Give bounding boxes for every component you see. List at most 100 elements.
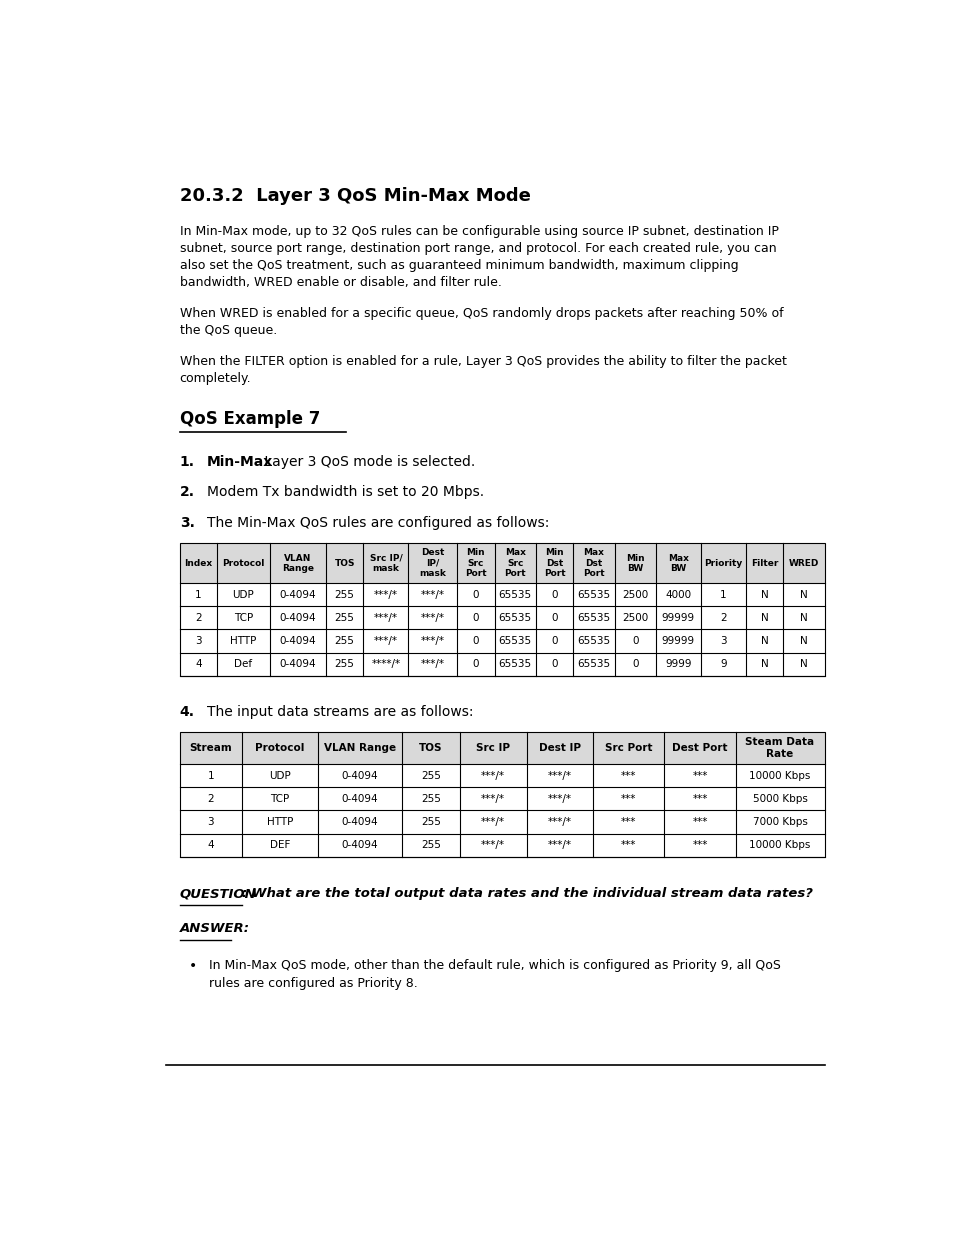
Text: 255: 255 <box>420 816 440 827</box>
Text: Dest Port: Dest Port <box>672 743 727 753</box>
Text: 1: 1 <box>195 590 201 600</box>
Text: 0: 0 <box>472 613 478 622</box>
Text: 0: 0 <box>472 636 478 646</box>
Text: When the FILTER option is enabled for a rule, Layer 3 QoS provides the ability t: When the FILTER option is enabled for a … <box>179 354 786 368</box>
Text: N: N <box>800 613 807 622</box>
Text: Dest IP: Dest IP <box>538 743 580 753</box>
Text: also set the QoS treatment, such as guaranteed minimum bandwidth, maximum clippi: also set the QoS treatment, such as guar… <box>179 259 738 272</box>
Text: ***/*: ***/* <box>547 816 571 827</box>
Text: Layer 3 QoS mode is selected.: Layer 3 QoS mode is selected. <box>260 454 475 468</box>
Text: 65535: 65535 <box>498 659 531 669</box>
Text: Dest
IP/
mask: Dest IP/ mask <box>419 548 446 578</box>
Text: DEF: DEF <box>270 840 290 850</box>
Text: Def: Def <box>234 659 253 669</box>
Text: 10000 Kbps: 10000 Kbps <box>748 771 810 781</box>
Text: 4: 4 <box>208 840 213 850</box>
Text: HTTP: HTTP <box>266 816 293 827</box>
Text: N: N <box>760 613 767 622</box>
Text: N: N <box>800 636 807 646</box>
Bar <box>179 732 823 764</box>
Text: 65535: 65535 <box>577 590 610 600</box>
Text: Priority: Priority <box>703 558 741 568</box>
Text: Protocol: Protocol <box>222 558 264 568</box>
Text: 2.: 2. <box>179 485 194 499</box>
Text: 255: 255 <box>335 636 355 646</box>
Text: 4000: 4000 <box>664 590 691 600</box>
Text: ***/*: ***/* <box>547 840 571 850</box>
Text: Max
Src
Port: Max Src Port <box>504 548 525 578</box>
Text: ***/*: ***/* <box>480 771 505 781</box>
Text: 5000 Kbps: 5000 Kbps <box>752 794 806 804</box>
Text: Min
Src
Port: Min Src Port <box>464 548 486 578</box>
Text: 255: 255 <box>335 613 355 622</box>
Text: bandwidth, WRED enable or disable, and filter rule.: bandwidth, WRED enable or disable, and f… <box>179 275 501 289</box>
Text: 3: 3 <box>208 816 213 827</box>
Text: 99999: 99999 <box>661 613 694 622</box>
Text: ***: *** <box>692 771 707 781</box>
Text: 99999: 99999 <box>661 636 694 646</box>
Text: QUESTION: QUESTION <box>179 888 256 900</box>
Text: 20.3.2  Layer 3 QoS Min-Max Mode: 20.3.2 Layer 3 QoS Min-Max Mode <box>179 186 530 205</box>
Text: ***/*: ***/* <box>480 794 505 804</box>
Text: : What are the total output data rates and the individual stream data rates?: : What are the total output data rates a… <box>241 888 812 900</box>
Text: 65535: 65535 <box>498 636 531 646</box>
Text: 9: 9 <box>720 659 726 669</box>
Text: rules are configured as Priority 8.: rules are configured as Priority 8. <box>209 977 417 989</box>
Text: ***/*: ***/* <box>420 613 444 622</box>
Text: 65535: 65535 <box>577 613 610 622</box>
Text: 65535: 65535 <box>577 659 610 669</box>
Text: 4.: 4. <box>179 705 194 719</box>
Text: In Min-Max mode, up to 32 QoS rules can be configurable using source IP subnet, : In Min-Max mode, up to 32 QoS rules can … <box>179 225 778 238</box>
Text: QoS Example 7: QoS Example 7 <box>179 410 320 429</box>
Text: N: N <box>760 590 767 600</box>
Text: Steam Data
Rate: Steam Data Rate <box>744 737 814 758</box>
Text: 3: 3 <box>720 636 726 646</box>
Bar <box>179 732 823 857</box>
Text: ***/*: ***/* <box>480 840 505 850</box>
Text: 2500: 2500 <box>621 613 648 622</box>
Text: WRED: WRED <box>788 558 819 568</box>
Text: ***: *** <box>620 794 636 804</box>
Text: N: N <box>760 636 767 646</box>
Text: 0: 0 <box>551 613 558 622</box>
Text: 2500: 2500 <box>621 590 648 600</box>
Text: •: • <box>189 960 197 973</box>
Bar <box>179 543 823 676</box>
Text: 0: 0 <box>631 659 638 669</box>
Text: ***/*: ***/* <box>480 816 505 827</box>
Text: ***: *** <box>692 840 707 850</box>
Text: ***/*: ***/* <box>547 771 571 781</box>
Text: 0-4094: 0-4094 <box>279 590 315 600</box>
Text: Protocol: Protocol <box>254 743 304 753</box>
Text: 10000 Kbps: 10000 Kbps <box>748 840 810 850</box>
Text: 0-4094: 0-4094 <box>341 816 377 827</box>
Text: 0-4094: 0-4094 <box>341 794 377 804</box>
Text: 4: 4 <box>195 659 201 669</box>
Text: 65535: 65535 <box>498 613 531 622</box>
Text: ***/*: ***/* <box>374 613 397 622</box>
Text: The Min-Max QoS rules are configured as follows:: The Min-Max QoS rules are configured as … <box>207 516 549 530</box>
Text: ***/*: ***/* <box>374 590 397 600</box>
Text: VLAN
Range: VLAN Range <box>281 553 314 573</box>
Text: Filter: Filter <box>750 558 778 568</box>
Text: 1: 1 <box>208 771 213 781</box>
Text: 3: 3 <box>195 636 201 646</box>
Text: 255: 255 <box>335 659 355 669</box>
Text: Min-Max: Min-Max <box>207 454 273 468</box>
Text: VLAN Range: VLAN Range <box>323 743 395 753</box>
Text: The input data streams are as follows:: The input data streams are as follows: <box>207 705 473 719</box>
Text: 65535: 65535 <box>577 636 610 646</box>
Text: Max
BW: Max BW <box>667 553 688 573</box>
Text: TCP: TCP <box>233 613 253 622</box>
Text: TOS: TOS <box>335 558 355 568</box>
Text: 1: 1 <box>720 590 726 600</box>
Text: Src Port: Src Port <box>604 743 652 753</box>
Text: 2: 2 <box>195 613 201 622</box>
Text: When WRED is enabled for a specific queue, QoS randomly drops packets after reac: When WRED is enabled for a specific queu… <box>179 306 782 320</box>
Text: 0: 0 <box>472 659 478 669</box>
Text: 0: 0 <box>472 590 478 600</box>
Text: ***/*: ***/* <box>374 636 397 646</box>
Text: Min
Dst
Port: Min Dst Port <box>543 548 565 578</box>
Text: 65535: 65535 <box>498 590 531 600</box>
Text: 7000 Kbps: 7000 Kbps <box>752 816 806 827</box>
